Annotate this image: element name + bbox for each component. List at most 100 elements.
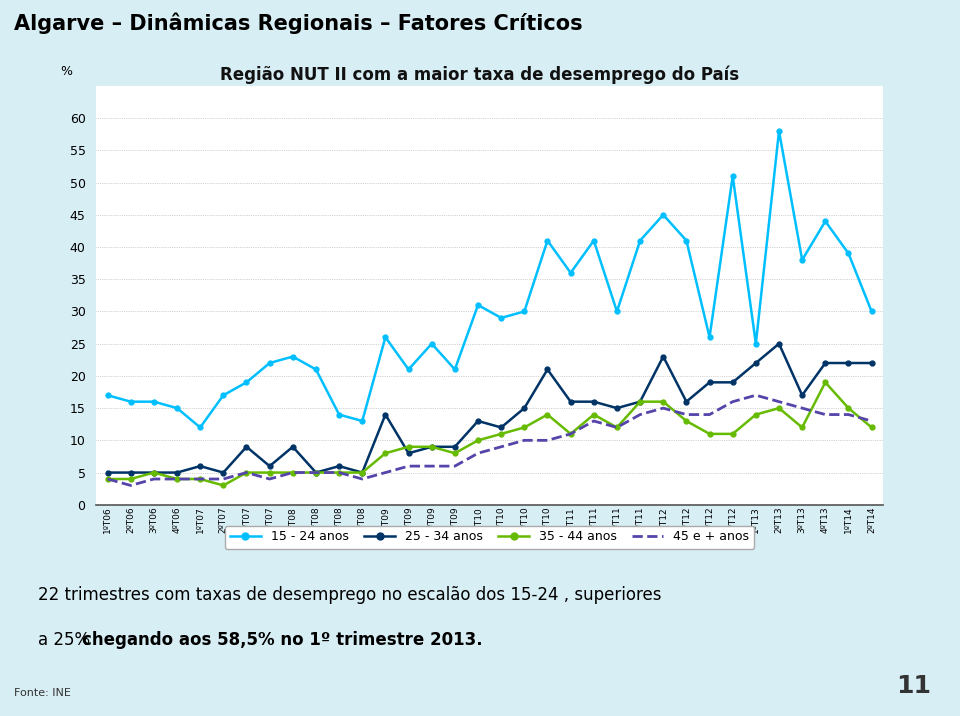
35 - 44 anos: [403, 442, 415, 451]
35 - 44 anos: [820, 378, 831, 387]
25 - 34 anos: [449, 442, 461, 451]
45 e + anos: [472, 449, 484, 458]
25 - 34 anos: [866, 359, 877, 367]
35 - 44 anos: [541, 410, 553, 419]
45 e + anos: [773, 397, 784, 406]
15 - 24 anos: [333, 410, 345, 419]
25 - 34 anos: [518, 404, 530, 412]
25 - 34 anos: [750, 359, 761, 367]
15 - 24 anos: [681, 236, 692, 245]
35 - 44 anos: [727, 430, 738, 438]
Line: 25 - 34 anos: 25 - 34 anos: [106, 342, 874, 475]
15 - 24 anos: [472, 301, 484, 309]
15 - 24 anos: [171, 404, 182, 412]
15 - 24 anos: [612, 307, 623, 316]
25 - 34 anos: [264, 462, 276, 470]
25 - 34 anos: [797, 391, 808, 400]
25 - 34 anos: [727, 378, 738, 387]
45 e + anos: [379, 468, 391, 477]
45 e + anos: [449, 462, 461, 470]
45 e + anos: [171, 475, 182, 483]
25 - 34 anos: [287, 442, 299, 451]
25 - 34 anos: [635, 397, 646, 406]
35 - 44 anos: [102, 475, 113, 483]
45 e + anos: [612, 423, 623, 432]
45 e + anos: [681, 410, 692, 419]
Line: 15 - 24 anos: 15 - 24 anos: [106, 129, 874, 430]
45 e + anos: [727, 397, 738, 406]
45 e + anos: [125, 481, 136, 490]
15 - 24 anos: [518, 307, 530, 316]
25 - 34 anos: [148, 468, 159, 477]
Line: 35 - 44 anos: 35 - 44 anos: [106, 380, 874, 488]
35 - 44 anos: [704, 430, 715, 438]
25 - 34 anos: [773, 339, 784, 348]
15 - 24 anos: [356, 417, 368, 425]
35 - 44 anos: [635, 397, 646, 406]
15 - 24 anos: [287, 352, 299, 361]
45 e + anos: [588, 417, 600, 425]
Text: a 25%: a 25%: [37, 631, 100, 649]
15 - 24 anos: [820, 217, 831, 226]
35 - 44 anos: [564, 430, 576, 438]
15 - 24 anos: [218, 391, 229, 400]
15 - 24 anos: [148, 397, 159, 406]
15 - 24 anos: [310, 365, 322, 374]
45 e + anos: [264, 475, 276, 483]
15 - 24 anos: [264, 359, 276, 367]
Legend: 15 - 24 anos, 25 - 34 anos, 35 - 44 anos, 45 e + anos: 15 - 24 anos, 25 - 34 anos, 35 - 44 anos…: [225, 526, 755, 548]
15 - 24 anos: [564, 268, 576, 277]
Text: 11: 11: [897, 674, 931, 698]
35 - 44 anos: [125, 475, 136, 483]
25 - 34 anos: [356, 468, 368, 477]
35 - 44 anos: [612, 423, 623, 432]
15 - 24 anos: [125, 397, 136, 406]
25 - 34 anos: [379, 410, 391, 419]
45 e + anos: [495, 442, 507, 451]
35 - 44 anos: [333, 468, 345, 477]
Text: %: %: [60, 64, 73, 77]
25 - 34 anos: [218, 468, 229, 477]
Line: 45 e + anos: 45 e + anos: [108, 395, 872, 485]
45 e + anos: [750, 391, 761, 400]
45 e + anos: [797, 404, 808, 412]
Text: Algarve – Dinâmicas Regionais – Fatores Críticos: Algarve – Dinâmicas Regionais – Fatores …: [14, 12, 583, 34]
15 - 24 anos: [403, 365, 415, 374]
25 - 34 anos: [102, 468, 113, 477]
35 - 44 anos: [264, 468, 276, 477]
25 - 34 anos: [171, 468, 182, 477]
25 - 34 anos: [843, 359, 854, 367]
25 - 34 anos: [195, 462, 206, 470]
35 - 44 anos: [750, 410, 761, 419]
25 - 34 anos: [612, 404, 623, 412]
15 - 24 anos: [658, 211, 669, 219]
Text: Fonte: INE: Fonte: INE: [14, 688, 71, 698]
45 e + anos: [333, 468, 345, 477]
45 e + anos: [356, 475, 368, 483]
45 e + anos: [310, 468, 322, 477]
35 - 44 anos: [310, 468, 322, 477]
45 e + anos: [518, 436, 530, 445]
35 - 44 anos: [588, 410, 600, 419]
25 - 34 anos: [403, 449, 415, 458]
35 - 44 anos: [218, 481, 229, 490]
45 e + anos: [403, 462, 415, 470]
15 - 24 anos: [866, 307, 877, 316]
15 - 24 anos: [379, 333, 391, 342]
25 - 34 anos: [541, 365, 553, 374]
45 e + anos: [658, 404, 669, 412]
15 - 24 anos: [195, 423, 206, 432]
25 - 34 anos: [241, 442, 252, 451]
25 - 34 anos: [472, 417, 484, 425]
35 - 44 anos: [797, 423, 808, 432]
25 - 34 anos: [564, 397, 576, 406]
25 - 34 anos: [310, 468, 322, 477]
Text: chegando aos 58,5% no 1º trimestre 2013.: chegando aos 58,5% no 1º trimestre 2013.: [82, 631, 483, 649]
15 - 24 anos: [588, 236, 600, 245]
25 - 34 anos: [704, 378, 715, 387]
45 e + anos: [843, 410, 854, 419]
45 e + anos: [704, 410, 715, 419]
35 - 44 anos: [843, 404, 854, 412]
45 e + anos: [218, 475, 229, 483]
25 - 34 anos: [820, 359, 831, 367]
